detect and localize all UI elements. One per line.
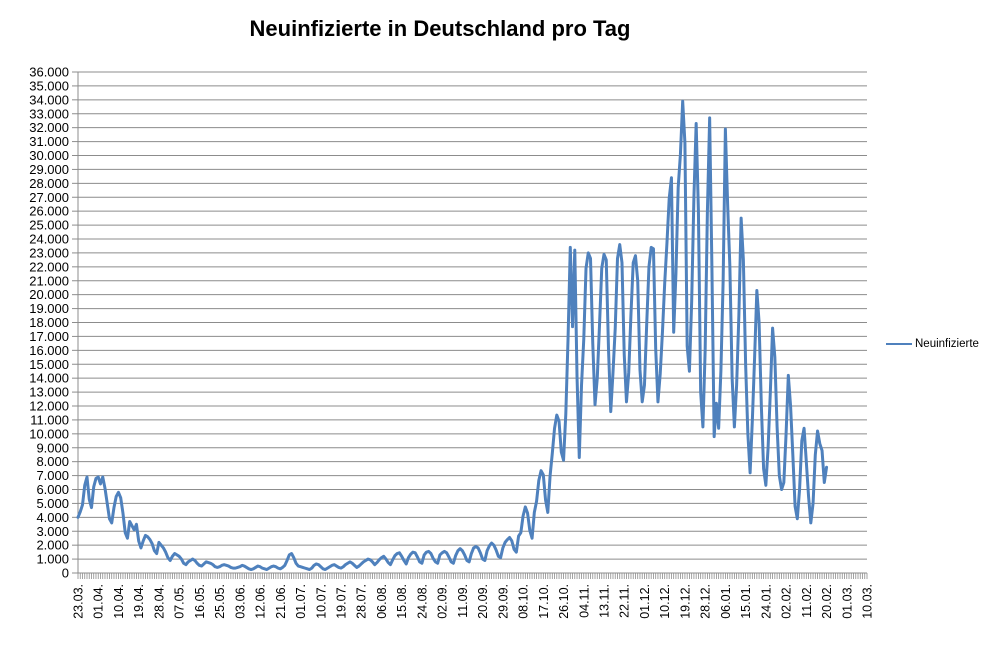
x-axis-label: 19.04.	[132, 584, 146, 619]
y-axis-label: 10.000	[29, 426, 69, 441]
y-axis-label: 26.000	[29, 204, 69, 219]
x-axis-label: 03.06.	[233, 584, 247, 619]
y-axis-label: 12.000	[29, 399, 69, 414]
x-axis-label: 10.12.	[658, 584, 672, 619]
x-axis-label: 29.09.	[496, 584, 510, 619]
x-axis-label: 22.11.	[618, 584, 632, 618]
y-axis-label: 30.000	[29, 148, 69, 163]
y-axis-label: 13.000	[29, 385, 69, 400]
x-axis-label: 01.12.	[638, 584, 652, 619]
x-axis-label: 01.07.	[294, 584, 308, 619]
y-axis-label: 0	[62, 566, 69, 581]
y-axis-label: 14.000	[29, 371, 69, 386]
y-axis-label: 36.000	[29, 65, 69, 80]
x-axis-label: 25.05.	[213, 584, 227, 619]
series-line-neuinfizierte	[76, 99, 829, 572]
y-axis-label: 11.000	[30, 412, 69, 427]
legend: Neuinfizierte	[886, 338, 979, 350]
y-axis-label: 32.000	[29, 120, 69, 135]
y-axis-label: 33.000	[29, 106, 69, 121]
x-axis-label: 10.07.	[314, 584, 328, 619]
x-axis-label: 24.01.	[759, 584, 773, 619]
x-axis-label: 01.03.	[840, 584, 854, 619]
y-axis-label: 17.000	[29, 329, 69, 344]
x-axis-label: 07.05.	[173, 584, 187, 619]
x-axis-label: 21.06.	[274, 584, 288, 619]
y-axis-label: 35.000	[29, 78, 69, 93]
y-axis-label: 27.000	[29, 190, 69, 205]
y-axis-label: 23.000	[29, 245, 69, 260]
x-axis-label: 26.10.	[557, 584, 571, 619]
x-axis-label: 01.04.	[92, 584, 106, 619]
x-axis-label: 19.12.	[678, 584, 692, 619]
x-axis-label: 16.05.	[193, 584, 207, 619]
x-axis-label: 28.07.	[355, 584, 369, 619]
y-axis-label: 21.000	[29, 273, 69, 288]
x-axis-label: 02.09.	[436, 584, 450, 619]
x-axis-label: 23.03.	[72, 584, 86, 619]
x-axis-label: 13.11.	[598, 584, 612, 618]
x-axis-label: 15.08.	[395, 584, 409, 619]
x-axis-label: 19.07.	[335, 584, 349, 619]
x-axis-label: 06.08.	[375, 584, 389, 619]
y-axis-label: 5.000	[36, 496, 69, 511]
y-axis-label: 24.000	[29, 232, 69, 247]
y-axis-label: 20.000	[29, 287, 69, 302]
x-axis-label: 08.10.	[517, 584, 531, 619]
x-axis-label: 15.01.	[739, 584, 753, 619]
x-axis-label: 24.08.	[415, 584, 429, 619]
x-axis-label: 28.04.	[152, 584, 166, 619]
x-axis-label: 04.11.	[577, 584, 591, 618]
x-axis-label: 11.09.	[456, 584, 470, 618]
y-axis-label: 2.000	[36, 538, 69, 553]
legend-label: Neuinfizierte	[915, 338, 979, 350]
x-axis-label: 20.09.	[476, 584, 490, 619]
x-axis-label: 28.12.	[699, 584, 713, 619]
legend-line-icon	[886, 343, 912, 345]
y-axis-label: 7.000	[36, 468, 69, 483]
x-axis-label: 06.01.	[719, 584, 733, 619]
x-axis-label: 11.02.	[800, 584, 814, 618]
x-axis-label: 17.10.	[537, 584, 551, 619]
x-axis-label: 12.06.	[254, 584, 268, 619]
y-axis-label: 34.000	[29, 92, 69, 107]
chart-title: Neuinfizierte in Deutschland pro Tag	[249, 16, 631, 41]
y-axis-label: 15.000	[29, 357, 69, 372]
y-axis-label: 9.000	[36, 440, 69, 455]
y-axis-label: 3.000	[36, 524, 69, 539]
y-axis-label: 29.000	[29, 162, 69, 177]
y-axis-label: 25.000	[29, 218, 69, 233]
x-axis-label: 10.03.	[861, 584, 875, 619]
y-axis-label: 19.000	[29, 301, 69, 316]
y-axis-label: 4.000	[36, 510, 69, 525]
y-axis-label: 31.000	[29, 134, 69, 149]
y-axis-label: 8.000	[36, 454, 69, 469]
y-axis-label: 22.000	[29, 259, 69, 274]
y-axis-label: 1.000	[36, 552, 69, 567]
y-axis-label: 28.000	[29, 176, 69, 191]
y-axis-label: 16.000	[29, 343, 69, 358]
x-axis-label: 02.02.	[780, 584, 794, 619]
x-axis-label: 20.02.	[820, 584, 834, 619]
y-axis-label: 18.000	[29, 315, 69, 330]
x-axis-label: 10.04.	[112, 584, 126, 619]
y-axis-label: 6.000	[36, 482, 69, 497]
